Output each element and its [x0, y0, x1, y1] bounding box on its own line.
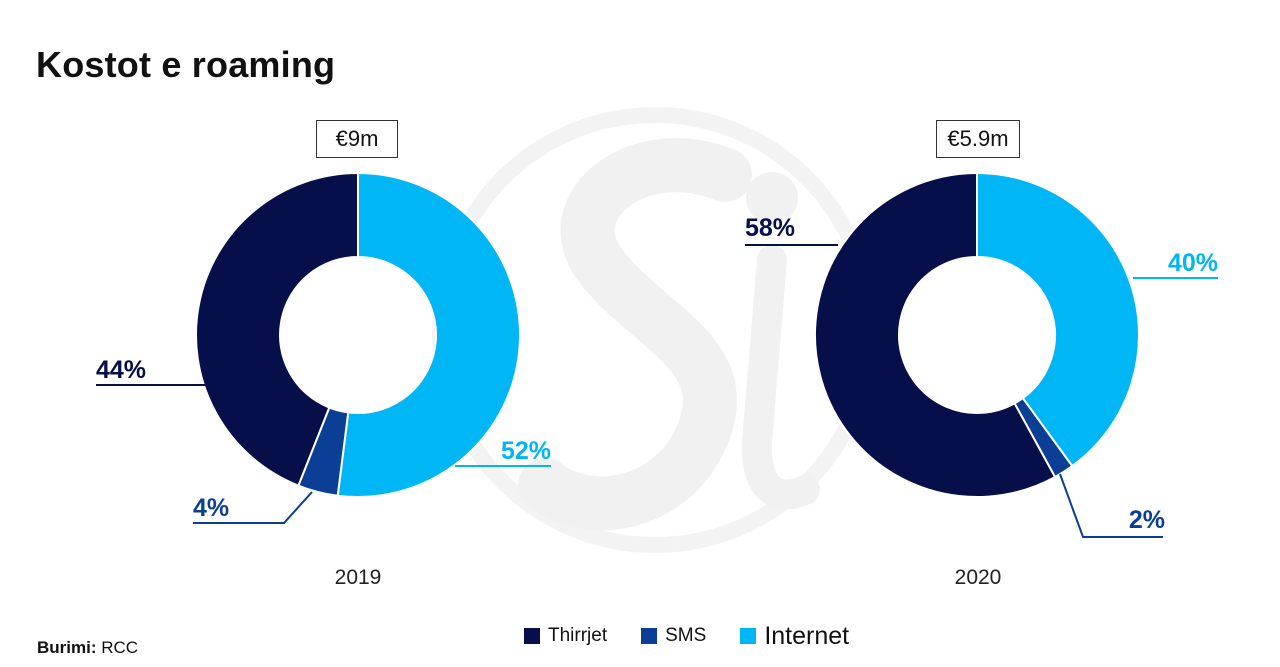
legend-label-internet: Internet [764, 621, 850, 650]
legend-label-thirrjet: Thirrjet [548, 625, 608, 646]
data-label-2020-internet: 40% [1168, 249, 1218, 277]
legend-item-internet: Internet [740, 622, 849, 651]
donut-2019: 44% 4% 52% [96, 171, 551, 524]
data-label-2019-internet: 52% [501, 437, 551, 465]
slice-2019-thirrjet [195, 171, 359, 487]
donut-2020: 58% 2% 40% [745, 171, 1218, 538]
data-label-2020-sms: 2% [1129, 506, 1165, 534]
slice-2020-internet [976, 171, 1140, 468]
legend-label-sms: SMS [665, 625, 707, 646]
total-2020-box: €5.9m [936, 120, 1020, 158]
source-note: Burimi: RCC [37, 638, 138, 658]
slice-2019-internet [336, 171, 521, 498]
legend-swatch-thirrjet [524, 628, 540, 644]
legend: Thirrjet SMS Internet [524, 621, 883, 651]
legend-item-sms: SMS [641, 625, 706, 647]
leader-line-2020-sms [1059, 473, 1163, 538]
legend-swatch-sms [641, 628, 658, 644]
source-value: RCC [101, 638, 139, 657]
chart-title: Kostot e roaming [36, 44, 336, 85]
slice-2020-thirrjet [814, 171, 1057, 498]
data-label-2019-sms: 4% [193, 494, 229, 522]
total-2019-box: €9m [316, 120, 398, 158]
data-label-2019-thirrjet: 44% [96, 356, 146, 384]
legend-swatch-internet [740, 628, 757, 644]
year-2019-label: 2019 [334, 566, 382, 589]
data-label-2020-thirrjet: 58% [745, 214, 795, 242]
legend-item-thirrjet: Thirrjet [524, 625, 607, 647]
year-2020-label: 2020 [954, 566, 1002, 589]
leader-line-2019-sms [193, 491, 313, 524]
source-label: Burimi: [37, 638, 97, 657]
